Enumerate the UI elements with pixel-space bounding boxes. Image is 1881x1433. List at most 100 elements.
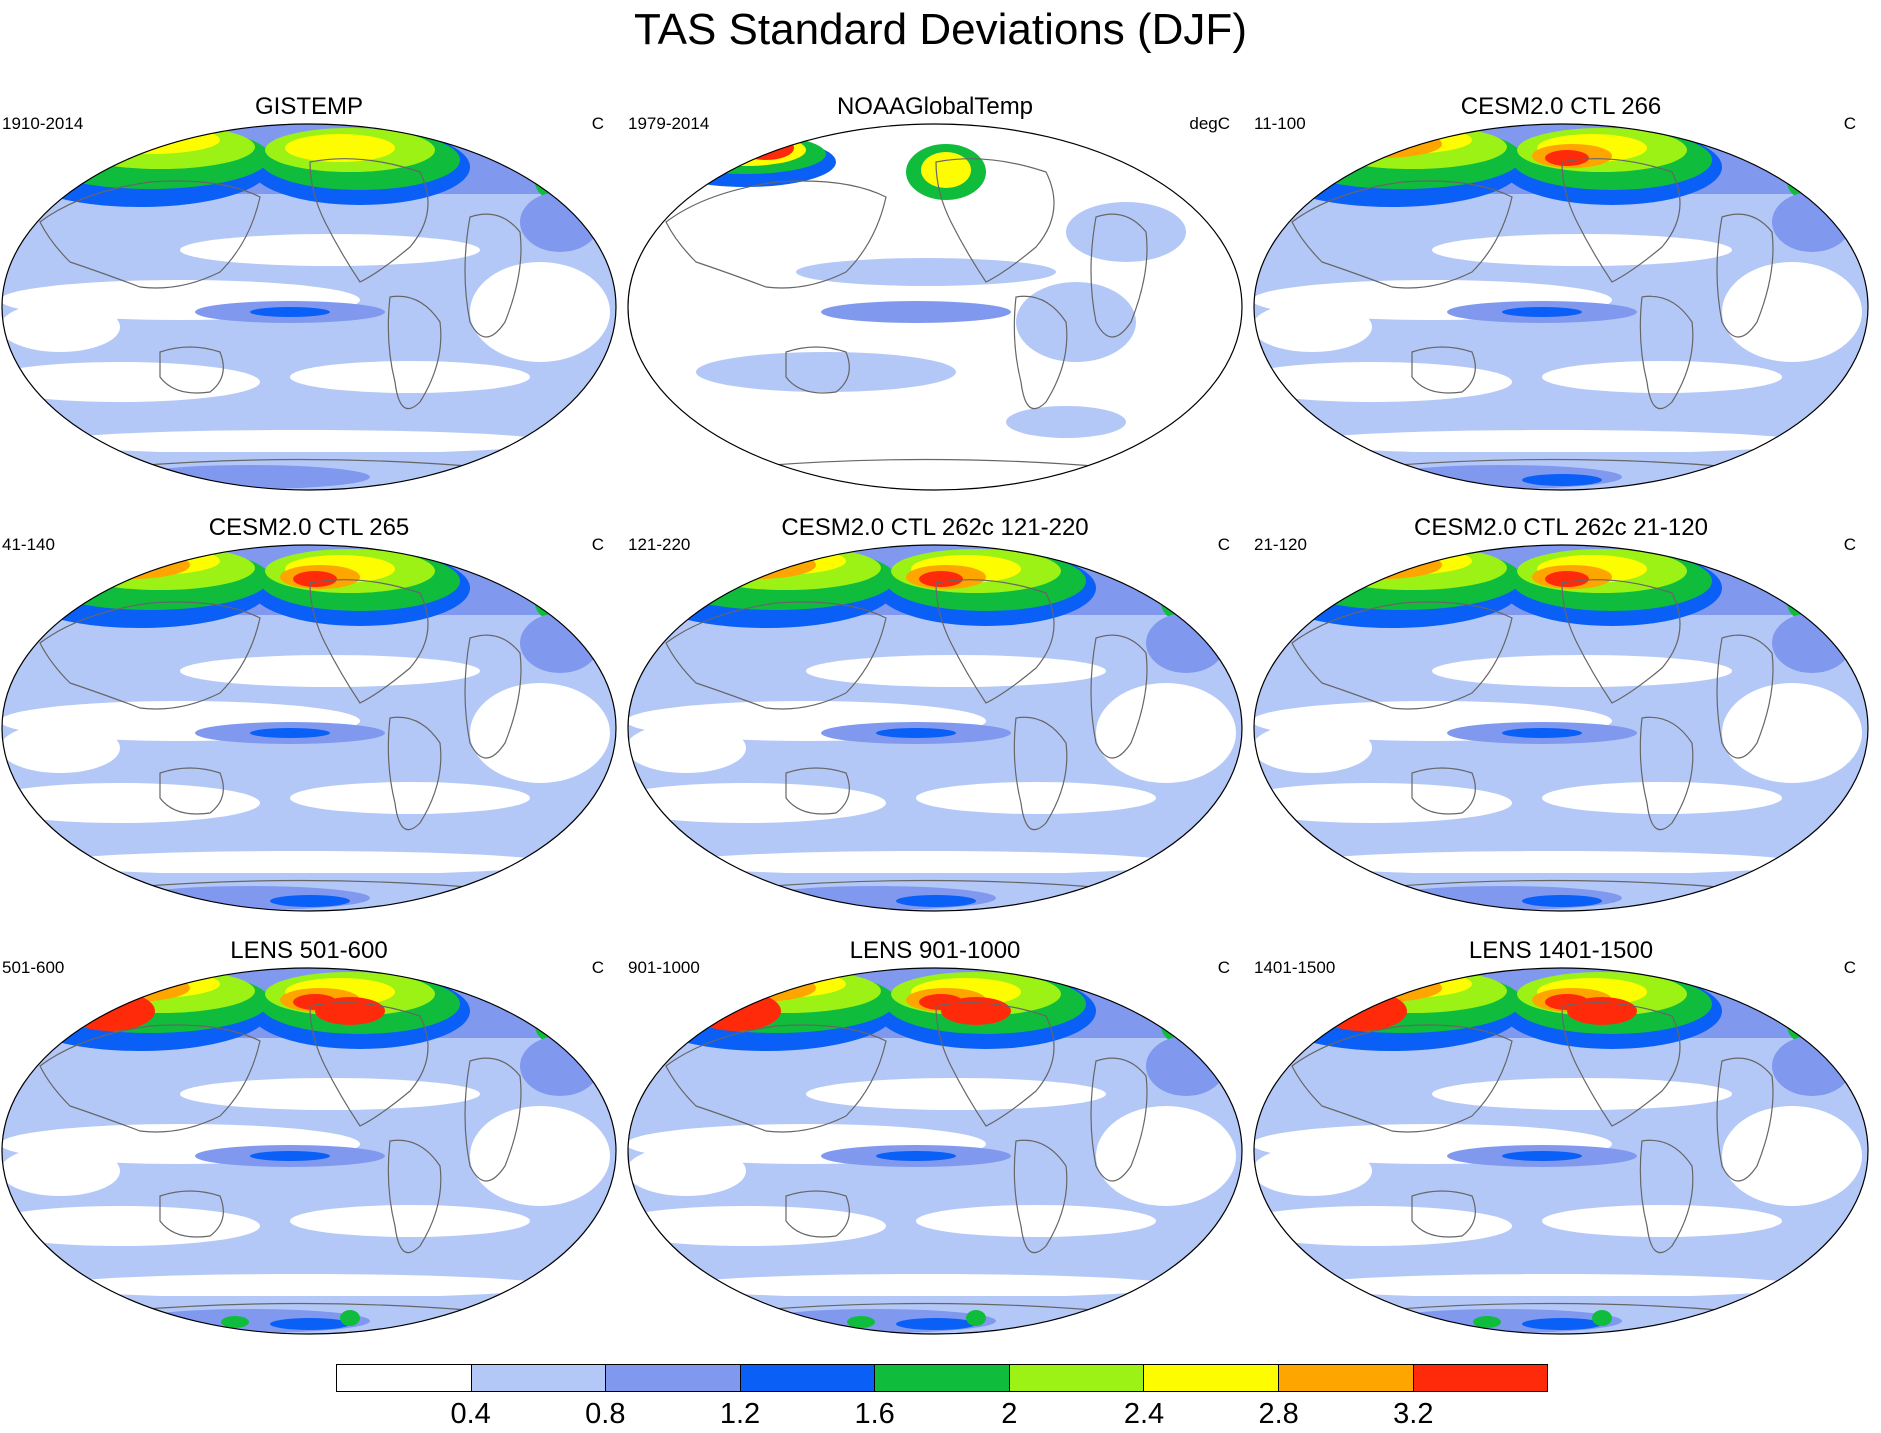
coastline xyxy=(39,180,261,289)
coastline xyxy=(1371,1302,1733,1312)
panel-units: C xyxy=(1217,535,1230,554)
coastline xyxy=(119,1302,481,1312)
coastline xyxy=(1411,346,1476,394)
low-variability-zone xyxy=(290,782,530,814)
map-outline xyxy=(1253,967,1869,1335)
map-outline xyxy=(1,967,617,1335)
map-svg xyxy=(1253,544,1869,912)
colorbar-swatch xyxy=(875,1365,1010,1391)
low-variability-zone xyxy=(806,234,1106,266)
map-panel: CESM2.0 CTL 265 41-140 C xyxy=(0,513,618,912)
low-variability-zone xyxy=(1302,1274,1802,1298)
antarctica-zone xyxy=(1473,1316,1501,1328)
low-variability-zone xyxy=(806,655,1106,687)
coastline xyxy=(1371,879,1733,889)
colorbar-label: 1.6 xyxy=(854,1398,895,1430)
low-variability-zone xyxy=(1432,655,1732,687)
coastline xyxy=(1013,716,1068,831)
coastline xyxy=(159,767,224,815)
low-variability-zone xyxy=(1254,1206,1512,1246)
panel-units: C xyxy=(1217,958,1230,977)
coastline xyxy=(665,601,887,710)
map-panel: CESM2.0 CTL 266 11-100 C xyxy=(1252,92,1870,491)
northern-zone xyxy=(285,134,395,162)
coastline xyxy=(309,158,429,283)
low-variability-zone xyxy=(916,361,1156,393)
map-panel: NOAAGlobalTemp 1979-2014 degC xyxy=(626,92,1244,491)
moderate-variability-zone xyxy=(696,352,956,392)
northern-zone xyxy=(919,571,963,587)
panel-title: NOAAGlobalTemp xyxy=(836,93,1034,120)
map-svg xyxy=(1,967,617,1335)
panel-period: 1910-2014 xyxy=(2,114,84,133)
coastline xyxy=(935,1002,1055,1127)
coastline xyxy=(665,1024,887,1133)
low-variability-zone xyxy=(2,362,260,402)
low-variability-zone xyxy=(50,851,550,875)
low-variability-zone xyxy=(628,783,886,823)
northern-zone xyxy=(1332,130,1392,150)
low-variability-zone xyxy=(1096,683,1236,783)
panel-period: 1979-2014 xyxy=(628,114,710,133)
coastline xyxy=(387,295,442,410)
low-variability-zone xyxy=(676,851,1176,875)
coastline xyxy=(1291,601,1513,710)
panel-period: 21-120 xyxy=(1254,535,1307,554)
coastline xyxy=(1716,213,1774,338)
coastline xyxy=(39,1024,261,1133)
northern-zone xyxy=(1322,974,1442,1002)
coastline xyxy=(119,458,481,468)
map-svg xyxy=(1253,123,1869,491)
coastline xyxy=(1716,1057,1774,1182)
panel-period: 121-220 xyxy=(628,535,691,554)
low-variability-zone xyxy=(1542,1205,1782,1237)
coastline xyxy=(935,158,1055,283)
colorbar-label: 2 xyxy=(1001,1398,1018,1430)
northern-zone xyxy=(80,551,140,571)
coastline xyxy=(119,879,481,889)
colorbar-label: 3.2 xyxy=(1393,1398,1434,1430)
map-outline xyxy=(627,544,1243,912)
low-variability-zone xyxy=(916,1205,1156,1237)
map-svg xyxy=(1,544,617,912)
coastline xyxy=(1639,716,1694,831)
low-variability-zone xyxy=(1722,683,1862,783)
coastline xyxy=(1013,1139,1068,1254)
coastline xyxy=(1371,458,1733,468)
northern-zone xyxy=(706,974,766,994)
low-variability-zone xyxy=(806,1078,1106,1110)
coastline xyxy=(464,213,522,338)
low-variability-zone xyxy=(628,1146,746,1196)
panel-title: CESM2.0 CTL 262c 21-120 xyxy=(1414,514,1708,541)
panel-units: C xyxy=(591,114,604,133)
low-variability-zone xyxy=(1302,851,1802,875)
colorbar-swatch xyxy=(1009,1365,1145,1391)
colorbar-label: 0.8 xyxy=(585,1398,626,1430)
low-variability-zone xyxy=(1722,1106,1862,1206)
low-variability-zone xyxy=(470,683,610,783)
low-variability-zone xyxy=(290,1205,530,1237)
map-panel: LENS 501-600 501-600 C xyxy=(0,936,618,1335)
antarctica-zone xyxy=(847,1316,875,1328)
coastline xyxy=(1291,1024,1513,1133)
low-variability-zone xyxy=(1254,302,1372,352)
coastline xyxy=(464,634,522,759)
colorbar-label: 2.4 xyxy=(1123,1398,1165,1430)
map-outline xyxy=(627,967,1243,1335)
coastline xyxy=(309,1002,429,1127)
map-panel: LENS 901-1000 901-1000 C xyxy=(626,936,1244,1335)
coastline xyxy=(745,879,1107,889)
coastline xyxy=(159,1190,224,1238)
northern-zone xyxy=(1545,150,1589,166)
low-variability-zone xyxy=(628,1206,886,1246)
low-variability-zone xyxy=(290,361,530,393)
coastline xyxy=(387,716,442,831)
enso-core xyxy=(250,1151,330,1161)
panel-title: CESM2.0 CTL 265 xyxy=(208,514,410,541)
map-panel: LENS 1401-1500 1401-1500 C xyxy=(1252,936,1870,1335)
panel-units: C xyxy=(1843,114,1856,133)
northern-zone xyxy=(70,974,190,1002)
coastline xyxy=(1411,1190,1476,1238)
map-panel: CESM2.0 CTL 262c 21-120 21-120 C xyxy=(1252,513,1870,912)
panel-period: 41-140 xyxy=(2,535,55,554)
